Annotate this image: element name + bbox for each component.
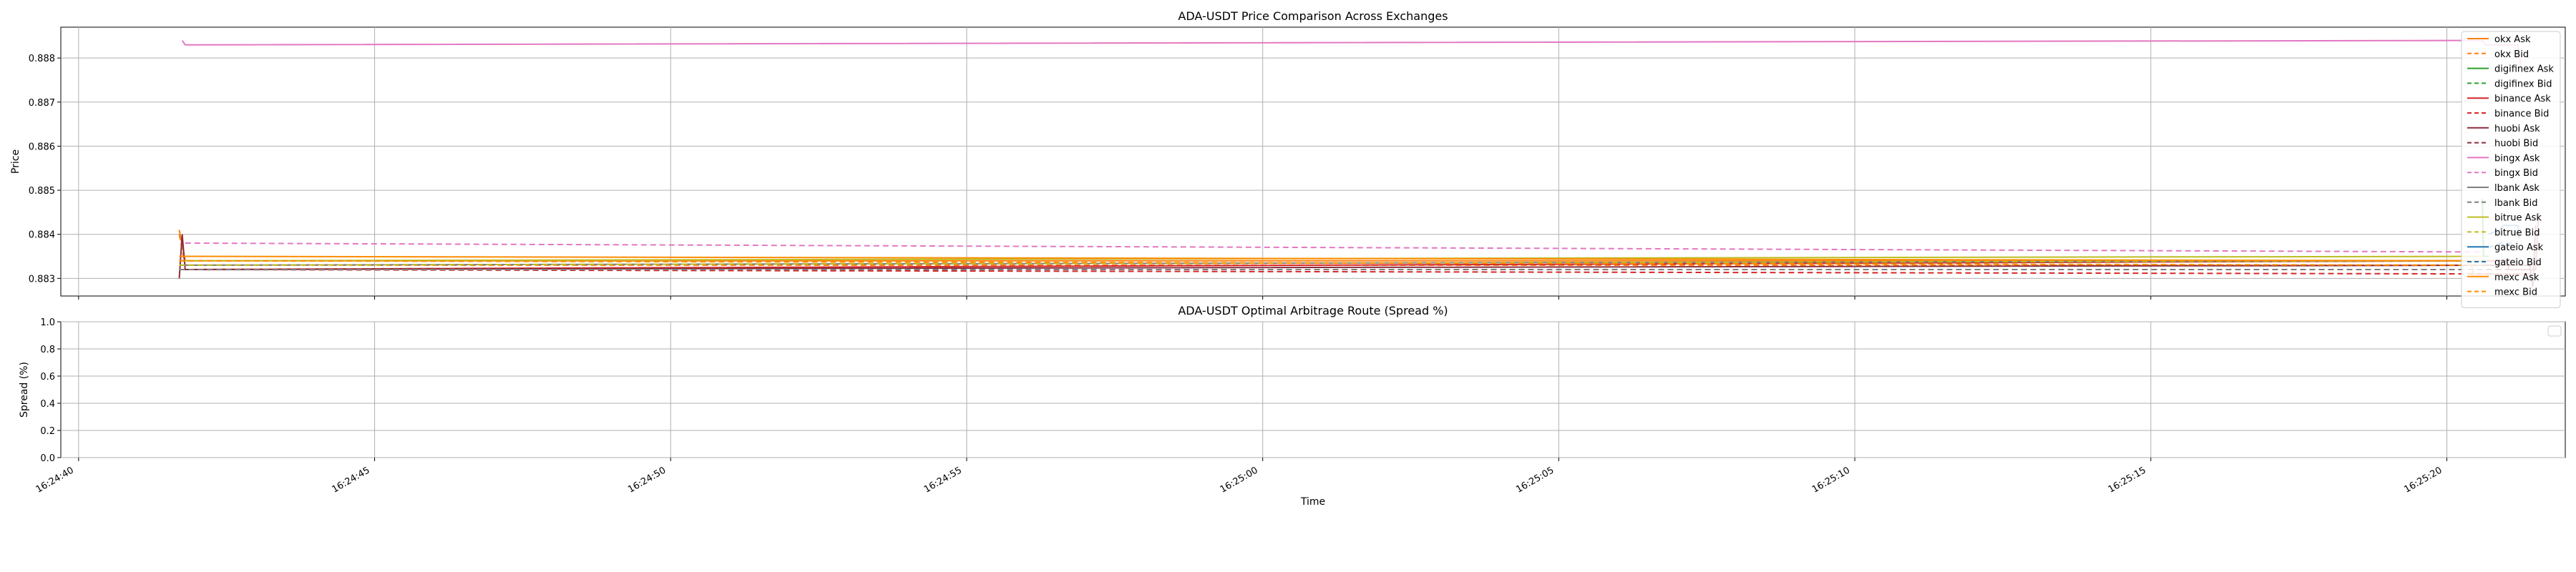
series-line-bingx-bid: [185, 242, 2483, 253]
legend-label: gateio Ask: [2494, 242, 2544, 253]
legend-label: mexc Bid: [2494, 287, 2537, 298]
spread-grid: [61, 321, 2565, 458]
spread-y-ticks: 0.0 0.2 0.4 0.6 0.8 1.0: [40, 317, 61, 464]
price-legend-box: [2461, 31, 2561, 308]
legend-label: lbank Bid: [2494, 198, 2538, 209]
price-y-axis-label: Price: [10, 149, 21, 174]
x-tick-label: 16:24:45: [330, 465, 371, 495]
spread-y-tick-label: 0.4: [40, 399, 55, 410]
legend-label: gateio Bid: [2494, 257, 2542, 268]
series-line-mexc-bid: [179, 260, 2483, 266]
legend-label: binance Ask: [2494, 94, 2551, 104]
series-line-mexc-ask: [179, 255, 2483, 262]
legend-label: bitrue Bid: [2494, 227, 2540, 238]
spread-chart: 0.00.20.40.60.81.0 16:24:40 16:24:45 16:24…: [19, 304, 2566, 508]
x-tick-label: 16:24:50: [626, 465, 668, 495]
price-y-tick-label: 0.886: [29, 142, 55, 152]
legend-label: digifinex Bid: [2494, 79, 2552, 89]
price-y-tick-label: 0.885: [29, 186, 55, 197]
legend-label: bitrue Ask: [2494, 213, 2542, 224]
legend-label: digifinex Ask: [2494, 64, 2554, 75]
spread-chart-title: ADA-USDT Optimal Arbitrage Route (Spread…: [1178, 304, 1448, 317]
price-y-ticks: 0.883 0.884 0.885 0.886 0.887 0.888: [29, 54, 61, 285]
price-chart: 0.883 0.884 0.885 0.886 0.887 0.888 ADA-USDT …: [10, 9, 2566, 308]
spread-y-tick-label: 0.8: [40, 345, 55, 355]
x-tick-label: 16:24:40: [34, 465, 76, 495]
spread-plot-area: [60, 321, 2566, 458]
series-line-bitrue-bid: [179, 260, 2483, 266]
spread-y-axis-label: Spread (%): [19, 362, 30, 418]
series-line-binance-bid: [179, 269, 2536, 275]
legend-label: huobi Ask: [2494, 124, 2540, 134]
legend-label: bingx Ask: [2494, 153, 2540, 164]
legend-label: huobi Bid: [2494, 139, 2538, 149]
x-tick-label: 16:25:05: [1514, 465, 1556, 495]
price-y-tick-label: 0.887: [29, 98, 55, 109]
spread-y-tick-label: 0.0: [40, 453, 55, 464]
legend-label: okx Bid: [2494, 49, 2529, 60]
x-tick-label: 16:25:10: [1810, 465, 1852, 495]
legend-label: okx Ask: [2494, 34, 2531, 45]
price-legend: okx Ask okx Bid digifinex Ask digifinex Bid…: [2461, 31, 2561, 308]
spread-x-axis-label: Time: [1300, 496, 1325, 508]
price-y-tick-label: 0.884: [29, 230, 55, 241]
legend-label: binance Bid: [2494, 109, 2549, 119]
spread-legend-box: [2547, 325, 2562, 337]
spread-y-tick-label: 0.2: [40, 426, 55, 437]
x-tick-label: 16:24:55: [922, 465, 964, 495]
price-chart-title: ADA-USDT Price Comparison Across Exchang…: [1178, 9, 1448, 23]
spread-y-tick-label: 0.6: [40, 372, 55, 383]
spread-x-ticks: 16:24:40 16:24:45 16:24:50 16:24:55 16:25:00…: [34, 458, 2448, 495]
spread-y-tick-label: 1.0: [40, 317, 55, 328]
price-y-tick-label: 0.888: [29, 54, 55, 64]
x-tick-label: 16:25:00: [1219, 465, 1260, 495]
x-tick-label: 16:25:15: [2107, 465, 2148, 495]
price-plot-area: [60, 26, 2566, 297]
legend-label: lbank Ask: [2494, 183, 2540, 194]
legend-label: mexc Ask: [2494, 272, 2540, 283]
x-tick-label: 16:25:20: [2402, 465, 2444, 495]
price-y-tick-label: 0.883: [29, 274, 55, 285]
price-x-ticks: [78, 296, 2448, 300]
legend-label: bingx Bid: [2494, 168, 2538, 179]
